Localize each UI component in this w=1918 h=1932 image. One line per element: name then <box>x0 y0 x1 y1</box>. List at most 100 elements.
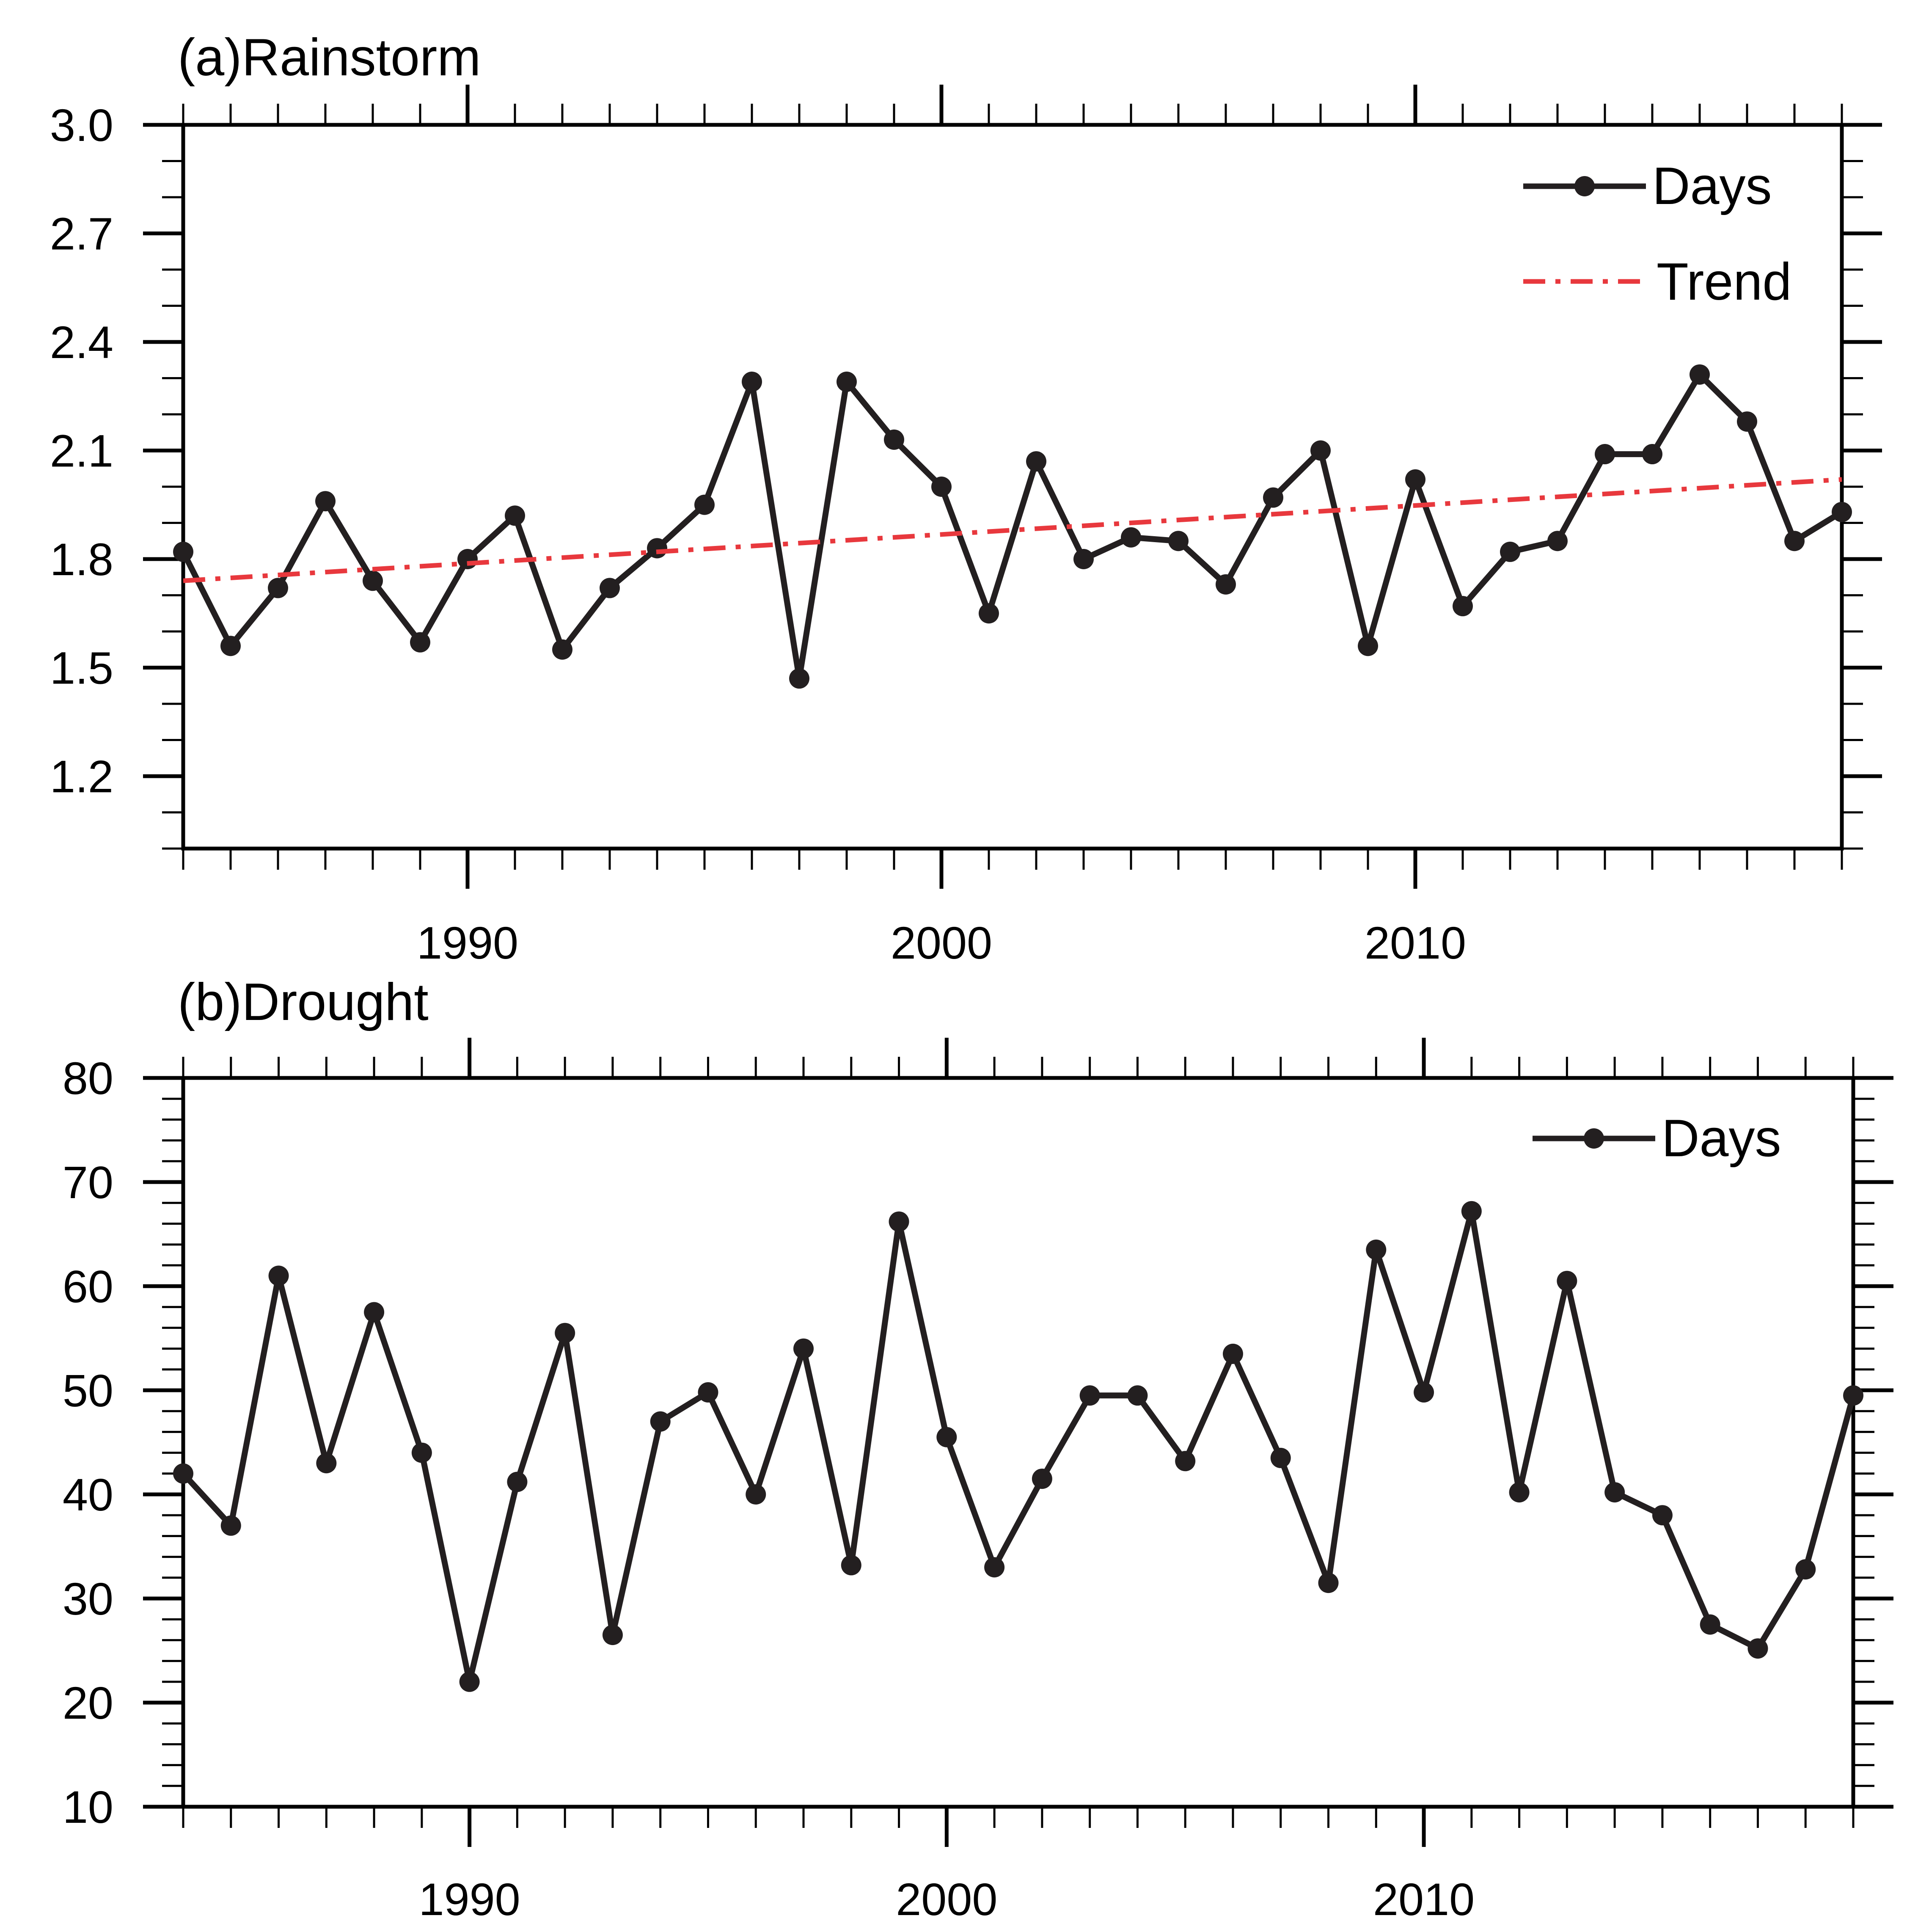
rainstorm-data-point <box>552 639 572 660</box>
drought-data-point <box>936 1427 957 1447</box>
drought-y-tick-label: 20 <box>63 1677 113 1728</box>
rainstorm-y-tick-label: 1.2 <box>50 751 113 802</box>
rainstorm-data-point <box>600 578 620 598</box>
rainstorm-data-point <box>363 571 383 591</box>
rainstorm-x-tick-label: 2010 <box>1365 917 1466 968</box>
rainstorm-data-point <box>1073 549 1094 569</box>
rainstorm-y-tick-label: 1.8 <box>50 534 113 585</box>
drought-data-point <box>793 1338 814 1359</box>
drought-data-point <box>1318 1573 1339 1593</box>
drought-data-point <box>1652 1505 1673 1526</box>
legend-days-label: Days <box>1662 1109 1781 1168</box>
rainstorm-y-tick-label: 2.1 <box>50 425 113 477</box>
rainstorm-series-group <box>173 364 1852 689</box>
rainstorm-data-point <box>1405 469 1425 490</box>
rainstorm-data-point <box>647 538 667 559</box>
drought-data-point <box>555 1323 575 1343</box>
legend-days-marker <box>1574 176 1595 196</box>
rainstorm-data-point <box>837 372 857 392</box>
rainstorm-data-point <box>410 632 430 653</box>
drought-data-point <box>1509 1482 1530 1503</box>
drought-data-point <box>1079 1385 1100 1406</box>
rainstorm-axes: 1990 2000 2010 1.2 1.5 1.8 2.1 2.4 2.7 3.0 <box>50 85 1882 968</box>
rainstorm-data-point <box>1026 451 1046 472</box>
drought-plot-frame <box>181 1076 1855 1809</box>
rainstorm-data-point <box>315 491 336 512</box>
drought-y-tick-label: 10 <box>63 1781 113 1833</box>
rainstorm-x-tick-label: 2000 <box>891 917 992 968</box>
rainstorm-trend-line <box>183 477 1842 583</box>
drought-data-point <box>841 1555 861 1576</box>
drought-y-tick-label: 40 <box>63 1469 113 1520</box>
rainstorm-data-point <box>1453 596 1473 617</box>
rainstorm-data-point <box>220 636 241 656</box>
drought-data-point <box>1222 1343 1243 1364</box>
drought-y-tick-label: 60 <box>63 1261 113 1312</box>
drought-data-point <box>1795 1559 1816 1580</box>
drought-data-point <box>889 1211 909 1232</box>
rainstorm-data-point <box>979 603 999 624</box>
drought-legend: Days <box>1533 1109 1781 1168</box>
drought-y-tick-label: 50 <box>63 1365 113 1416</box>
drought-panel: (b)Drought 1990 2000 20101020304050607080 … <box>63 973 1893 1925</box>
rainstorm-data-point <box>505 505 525 526</box>
rainstorm-data-point <box>1642 444 1662 465</box>
drought-data-point <box>1032 1469 1052 1489</box>
rainstorm-data-point <box>268 578 288 598</box>
drought-data-point <box>1461 1201 1482 1221</box>
rainstorm-data-point <box>1358 636 1378 656</box>
drought-data-point <box>1175 1451 1196 1472</box>
rainstorm-data-point <box>1690 364 1710 385</box>
rainstorm-data-point <box>1547 531 1568 551</box>
drought-title: (b)Drought <box>178 973 429 1031</box>
drought-series-group <box>173 1201 1863 1692</box>
rainstorm-data-point <box>1263 487 1283 508</box>
rainstorm-data-point <box>1737 411 1757 432</box>
drought-days-line <box>181 1208 1856 1685</box>
rainstorm-data-point <box>1500 541 1520 562</box>
drought-y-tick-label: 80 <box>63 1053 113 1104</box>
rainstorm-data-point <box>173 541 193 562</box>
drought-data-point <box>1604 1482 1625 1503</box>
drought-data-point <box>364 1302 385 1323</box>
drought-data-point <box>1557 1271 1577 1291</box>
rainstorm-data-point <box>1595 444 1615 465</box>
drought-data-point <box>746 1484 766 1505</box>
drought-x-tick-label: 2010 <box>1373 1874 1475 1925</box>
legend-trend-label: Trend <box>1657 253 1791 311</box>
drought-data-point <box>1747 1638 1768 1659</box>
drought-data-point <box>507 1472 528 1492</box>
drought-x-tick-label: 2000 <box>896 1874 997 1925</box>
rainstorm-data-point <box>884 429 904 450</box>
drought-data-point <box>1270 1447 1291 1468</box>
rainstorm-y-tick-label: 3.0 <box>50 99 113 151</box>
rainstorm-data-point <box>1216 574 1236 595</box>
rainstorm-panel: (a)Rainstorm 1990 2000 2010 1.2 1.5 1.8 2.1 2.4… <box>50 28 1882 968</box>
rainstorm-x-tick-label: 1990 <box>417 917 518 968</box>
rainstorm-y-tick-label: 2.7 <box>50 208 113 259</box>
drought-data-point <box>650 1411 671 1432</box>
rainstorm-data-point <box>694 494 715 515</box>
drought-data-point <box>459 1671 480 1692</box>
rainstorm-data-point <box>1832 502 1852 522</box>
drought-data-point <box>1700 1614 1720 1635</box>
drought-data-point <box>173 1463 193 1484</box>
rainstorm-data-point <box>457 549 478 569</box>
rainstorm-data-point <box>1121 527 1141 548</box>
rainstorm-days-line <box>180 372 1844 682</box>
drought-y-tick-label: 30 <box>63 1573 113 1624</box>
legend-days-marker <box>1584 1128 1604 1149</box>
rainstorm-y-tick-label: 1.5 <box>50 642 113 694</box>
drought-data-point <box>602 1625 623 1645</box>
rainstorm-data-point <box>1168 531 1189 551</box>
drought-data-point <box>316 1453 337 1474</box>
drought-data-point <box>411 1442 432 1463</box>
rainstorm-data-point <box>931 477 952 497</box>
drought-data-point <box>268 1265 289 1286</box>
rainstorm-data-point <box>1784 531 1805 551</box>
drought-data-point <box>698 1382 718 1403</box>
rainstorm-legend: Days Trend <box>1523 157 1791 311</box>
drought-data-point <box>1843 1385 1863 1406</box>
